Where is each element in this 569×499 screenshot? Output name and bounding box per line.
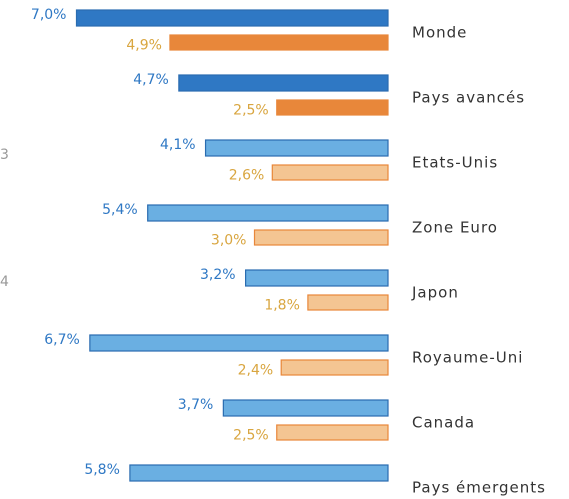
bar: [89, 334, 389, 352]
bar: [75, 9, 389, 27]
annotation: 3: [0, 147, 9, 163]
value-label: 2,4%: [238, 363, 274, 379]
category-label: Zone Euro: [412, 219, 498, 237]
category-label: Etats-Unis: [412, 154, 498, 172]
bar: [147, 204, 389, 222]
value-label: 4,1%: [160, 137, 196, 153]
value-label: 5,8%: [84, 462, 120, 478]
bar: [271, 164, 389, 181]
category-label: Canada: [412, 414, 475, 432]
annotation: 4: [0, 274, 9, 290]
value-label: 7,0%: [31, 7, 67, 23]
value-label: 5,4%: [102, 202, 138, 218]
bar: [129, 464, 389, 482]
value-label: 4,9%: [126, 38, 162, 54]
value-label: 4,7%: [133, 72, 169, 88]
bar: [253, 229, 389, 246]
bar: [169, 34, 389, 51]
bar: [245, 269, 389, 287]
bar: [276, 424, 389, 441]
value-label: 2,5%: [233, 103, 269, 119]
bar: [204, 139, 389, 157]
value-label: 2,5%: [233, 428, 269, 444]
value-label: 3,0%: [211, 233, 247, 249]
value-label: 1,8%: [264, 298, 300, 314]
value-label: 6,7%: [44, 332, 80, 348]
value-label: 2,6%: [229, 168, 265, 184]
category-label: Japon: [411, 284, 459, 302]
category-label: Royaume-Uni: [412, 349, 523, 367]
bar: [280, 359, 389, 376]
category-label: Pays avancés: [412, 89, 525, 107]
value-label: 3,7%: [178, 397, 214, 413]
bar: [276, 99, 389, 116]
bar: [307, 294, 389, 311]
bar: [178, 74, 389, 92]
category-label: Monde: [412, 24, 467, 42]
value-label: 3,2%: [200, 267, 236, 283]
bar: [222, 399, 389, 417]
category-label: Pays émergents: [412, 479, 546, 497]
